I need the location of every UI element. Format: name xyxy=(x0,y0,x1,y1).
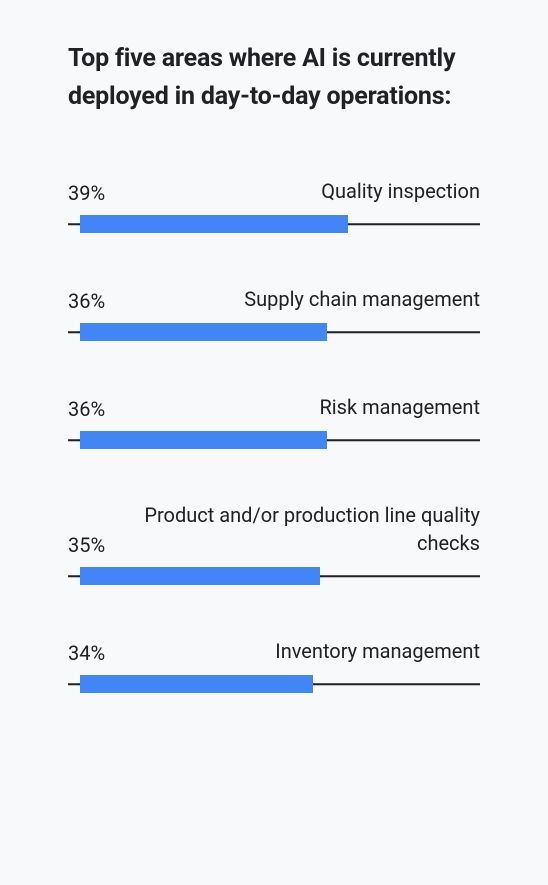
bar-percent: 36% xyxy=(68,289,105,313)
bar-header: 39% Quality inspection xyxy=(68,177,480,205)
bar-header: 36% Supply chain management xyxy=(68,285,480,313)
chart-title: Top five areas where AI is currently dep… xyxy=(68,40,480,115)
bar-header: 35% Product and/or production line quali… xyxy=(68,501,480,557)
bar-item: 39% Quality inspection xyxy=(68,177,480,233)
bar-header: 36% Risk management xyxy=(68,393,480,421)
bar-label: Supply chain management xyxy=(244,285,480,313)
bar-fill xyxy=(80,567,320,585)
bar-label: Product and/or production line quality c… xyxy=(125,501,480,557)
bar-track xyxy=(68,675,480,693)
bar-track xyxy=(68,431,480,449)
bar-label: Quality inspection xyxy=(321,177,480,205)
bar-track xyxy=(68,323,480,341)
bar-percent: 39% xyxy=(68,181,105,205)
bar-item: 36% Risk management xyxy=(68,393,480,449)
bar-fill xyxy=(80,675,313,693)
bar-fill xyxy=(80,323,327,341)
bar-header: 34% Inventory management xyxy=(68,637,480,665)
bar-track xyxy=(68,567,480,585)
bar-item: 36% Supply chain management xyxy=(68,285,480,341)
bar-label: Inventory management xyxy=(275,637,480,665)
bar-item: 34% Inventory management xyxy=(68,637,480,693)
bar-item: 35% Product and/or production line quali… xyxy=(68,501,480,585)
bar-fill xyxy=(80,431,327,449)
bar-percent: 34% xyxy=(68,641,105,665)
bar-fill xyxy=(80,215,348,233)
bar-track xyxy=(68,215,480,233)
bar-percent: 35% xyxy=(68,533,105,557)
bar-percent: 36% xyxy=(68,397,105,421)
bar-label: Risk management xyxy=(319,393,480,421)
